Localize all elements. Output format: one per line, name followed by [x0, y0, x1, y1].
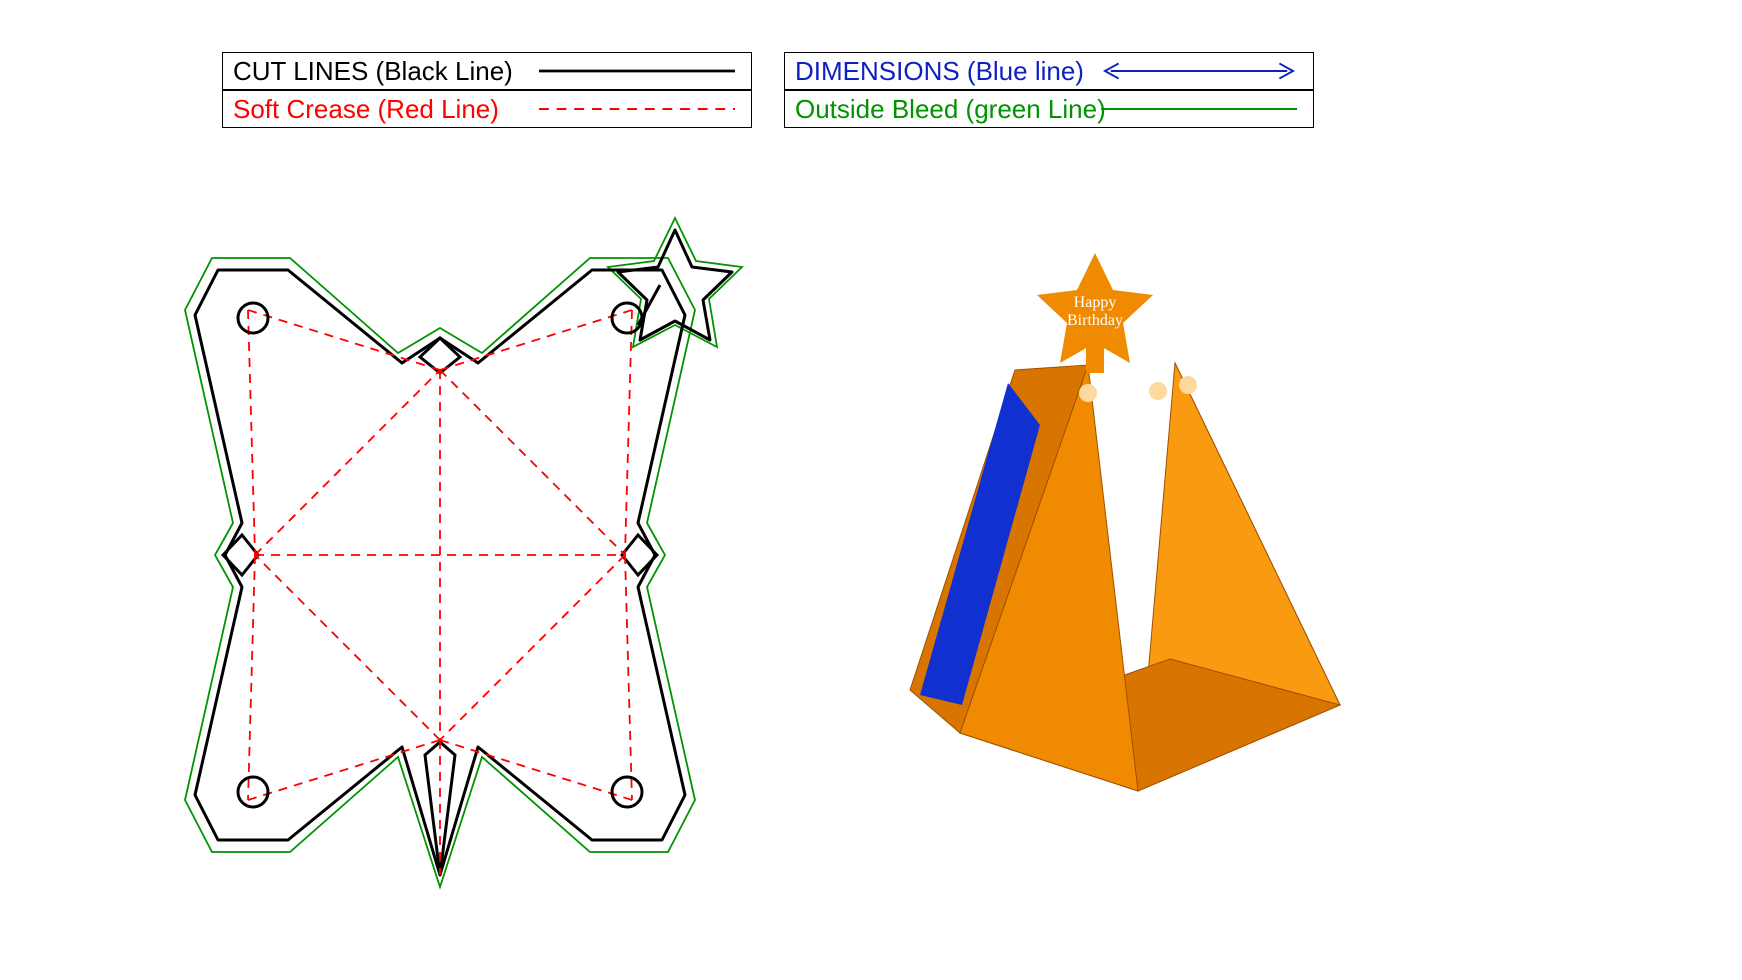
- legend-row: CUT LINES (Black Line): [222, 52, 752, 90]
- crease-line: [255, 555, 440, 740]
- crease-line: [625, 310, 632, 555]
- cut-notch: [420, 338, 460, 373]
- punch-hole: [238, 303, 268, 333]
- legend-label: DIMENSIONS (Blue line): [785, 56, 1085, 87]
- crease-line: [440, 370, 625, 555]
- cut-notch: [622, 535, 657, 575]
- legend-sample: [1101, 53, 1297, 89]
- crease-line: [248, 740, 440, 800]
- star-text-line1: Happy: [1074, 294, 1117, 311]
- legend-left: CUT LINES (Black Line) Soft Crease (Red L…: [222, 52, 752, 128]
- legend-label: Outside Bleed (green Line): [785, 94, 1085, 125]
- legend-row: DIMENSIONS (Blue line): [784, 52, 1314, 90]
- crease-line: [440, 740, 632, 800]
- legend-row: Outside Bleed (green Line): [784, 90, 1314, 128]
- cut-outline: [195, 270, 685, 875]
- crease-line: [625, 555, 632, 800]
- canvas: CUT LINES (Black Line) Soft Crease (Red L…: [0, 0, 1742, 980]
- cut-star: [618, 230, 732, 340]
- star-stem: [1086, 343, 1104, 373]
- legend-label: Soft Crease (Red Line): [223, 94, 523, 125]
- box-hole: [1179, 376, 1197, 394]
- cut-notch: [223, 535, 258, 575]
- dieline-diagram: [120, 175, 760, 895]
- crease-line: [255, 370, 440, 555]
- legend-right: DIMENSIONS (Blue line) Outside Bleed (gr…: [784, 52, 1314, 128]
- crease-line: [248, 310, 440, 370]
- crease-line: [248, 555, 255, 800]
- legend-sample: [539, 91, 735, 127]
- crease-line: [440, 555, 625, 740]
- star-text-line2: Birthday: [1067, 312, 1123, 329]
- legend-sample: [1101, 91, 1297, 127]
- box-hole: [1149, 382, 1167, 400]
- assembled-box-render: HappyBirthday: [870, 235, 1390, 795]
- crease-line: [248, 310, 255, 555]
- punch-hole: [612, 777, 642, 807]
- punch-hole: [238, 777, 268, 807]
- legend-label: CUT LINES (Black Line): [223, 56, 523, 87]
- legend-row: Soft Crease (Red Line): [222, 90, 752, 128]
- crease-line: [440, 310, 632, 370]
- box-hole: [1079, 384, 1097, 402]
- legend-sample: [539, 53, 735, 89]
